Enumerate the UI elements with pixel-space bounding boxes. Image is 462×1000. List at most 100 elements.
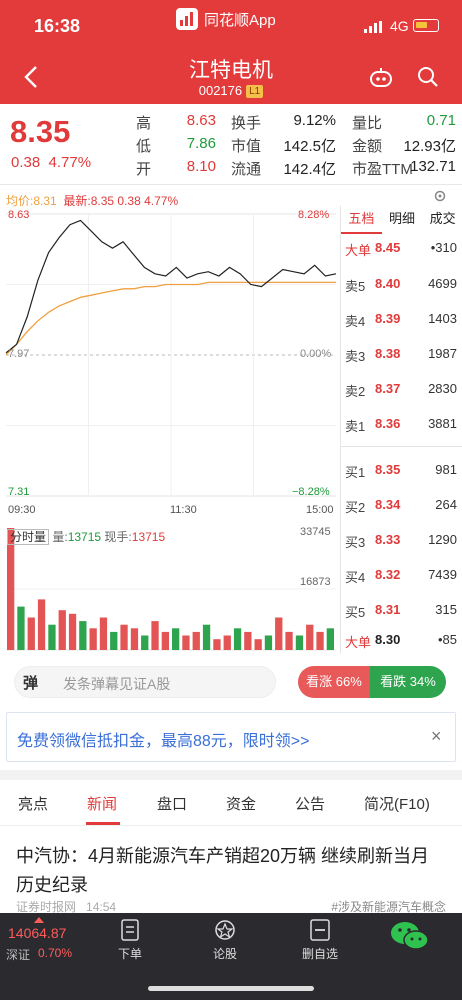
order-price: 8.33	[375, 532, 401, 547]
news-item[interactable]: 中汽协：4月新能源汽车产销超20万辆 继续刷新当月历史纪录 证券时报网 14:5…	[0, 836, 462, 916]
battery-icon	[413, 19, 439, 32]
discuss-button[interactable]: 论股	[195, 917, 255, 962]
bid-row[interactable]: 买4 8.32 7439	[345, 567, 461, 587]
tab-details[interactable]: 明细	[389, 211, 416, 226]
stock-name: 江特电机	[189, 59, 273, 82]
volume-bar	[58, 610, 66, 650]
back-icon[interactable]	[22, 64, 42, 90]
quote-label: 流通	[231, 161, 262, 178]
order-price: 8.32	[375, 567, 401, 582]
ask-row[interactable]: 卖2 8.37 2830	[345, 381, 461, 401]
app-logo-icon	[176, 8, 198, 30]
order-label: 卖4	[345, 314, 366, 329]
tab-profile[interactable]: 简况(F10)	[364, 796, 430, 813]
volume-bar	[202, 624, 211, 650]
tab-capital[interactable]: 资金	[226, 796, 257, 813]
axis-bottom-pct: −8.28%	[292, 486, 330, 498]
volume-bar	[213, 639, 221, 650]
order-label: 大单	[345, 635, 372, 650]
bid-row[interactable]: 买1 8.35 981	[345, 462, 461, 482]
volume-bar	[161, 631, 169, 650]
danmaku-icon: 弹	[23, 675, 39, 692]
tab-five-levels[interactable]: 五档	[341, 206, 382, 234]
bid-row[interactable]: 买5 8.31 315	[345, 602, 461, 622]
stock-code: 002176	[198, 83, 243, 98]
volume-bar	[151, 621, 159, 650]
app-name: 同花顺App	[204, 11, 276, 29]
axis-mid-price: 7.97	[8, 348, 30, 360]
tab-market[interactable]: 盘口	[157, 796, 188, 813]
axis-bottom-price: 7.31	[8, 486, 30, 498]
bid-row[interactable]: 买3 8.33 1290	[345, 532, 461, 552]
tab-volume[interactable]: 分时量	[7, 529, 50, 545]
order-label: 卖5	[345, 279, 366, 294]
tab-news[interactable]: 新闻	[87, 796, 118, 813]
quote-value: 142.5亿	[283, 138, 336, 155]
promo-text: 免费领微信抵扣金，最高88元，限时领>>	[17, 733, 310, 750]
promo-banner[interactable]: 免费领微信抵扣金，最高88元，限时领>> ×	[6, 712, 456, 762]
tab-highlights[interactable]: 亮点	[18, 796, 49, 813]
news-tag[interactable]: #涉及新能源汽车概念	[331, 900, 446, 914]
ask-row[interactable]: 卖1 8.36 3881	[345, 416, 461, 436]
order-price: 8.40	[375, 276, 401, 291]
order-icon	[121, 919, 139, 941]
active-tab-indicator	[86, 822, 120, 825]
robot-assistant-icon[interactable]	[368, 66, 394, 88]
news-tabs: 亮点 新闻 盘口 资金 公告 简况(F10)	[0, 780, 462, 826]
quote-value: 142.4亿	[283, 161, 336, 178]
order-book-tabs: 五档 明细 成交	[341, 206, 462, 234]
network-type: 4G	[390, 18, 409, 34]
big-order-bottom[interactable]: 大单 8.30 •85	[345, 632, 461, 652]
ask-row[interactable]: 卖4 8.39 1403	[345, 311, 461, 331]
tab-announcements[interactable]: 公告	[295, 796, 326, 813]
quote-label: 高	[136, 115, 152, 132]
order-price: 8.39	[375, 311, 401, 326]
order-button[interactable]: 下单	[100, 917, 160, 962]
stock-code-row: 002176 L1	[0, 83, 462, 98]
volume-bar	[48, 624, 56, 650]
danmaku-input[interactable]: 弹 发条弹幕见证A股	[14, 666, 276, 698]
index-value[interactable]: 14064.87	[8, 925, 67, 941]
order-label: 卖1	[345, 419, 366, 434]
ask-row[interactable]: 卖5 8.40 4699	[345, 276, 461, 296]
volume-bar	[172, 628, 180, 650]
danmaku-row: 弹 发条弹幕见证A股 看涨 66% 看跌 34%	[0, 654, 462, 710]
order-volume: •310	[430, 240, 457, 255]
status-bar: 16:38 同花顺App 4G	[0, 0, 462, 50]
bid-row[interactable]: 买2 8.34 264	[345, 497, 461, 517]
volume-bar	[89, 628, 97, 650]
index-pct: 0.70%	[38, 946, 73, 960]
search-icon[interactable]	[417, 66, 439, 88]
discuss-icon	[215, 920, 235, 940]
intraday-chart[interactable]: 均价:8.31 最新:8.35 0.38 4.77% 8.63 8.28% 7.…	[0, 184, 462, 654]
volume-bar	[182, 635, 190, 650]
axis-top-price: 8.63	[8, 209, 30, 221]
ask-row[interactable]: 卖3 8.38 1987	[345, 346, 461, 366]
gear-icon[interactable]	[433, 189, 447, 203]
order-label: 卖3	[345, 349, 366, 364]
chart-legend: 均价:8.31 最新:8.35 0.38 4.77%	[6, 194, 179, 208]
quote-value: 132.71	[410, 158, 456, 175]
volume-bar	[68, 613, 77, 650]
app-badge[interactable]: 同花顺App	[176, 8, 276, 30]
close-icon[interactable]: ×	[431, 726, 442, 746]
tab-trades[interactable]: 成交	[429, 211, 456, 226]
index-up-arrow-icon	[34, 917, 44, 923]
wechat-share-icon[interactable]	[388, 918, 432, 954]
latest-price-line	[5, 219, 337, 354]
volume-bar	[285, 631, 293, 650]
bullish-vote-button[interactable]: 看涨 66%	[298, 666, 370, 698]
big-order-top[interactable]: 大单 8.45 •310	[345, 240, 461, 260]
order-price: 8.31	[375, 602, 401, 617]
remove-watchlist-button[interactable]: 删自选	[290, 917, 350, 962]
level-badge: L1	[246, 85, 264, 98]
bearish-vote-button[interactable]: 看跌 34%	[370, 666, 446, 698]
volume-bar	[27, 617, 35, 650]
axis-time-end: 15:00	[306, 504, 334, 516]
volume-bar	[120, 624, 128, 650]
order-volume: •85	[437, 632, 457, 647]
order-label: 卖2	[345, 384, 366, 399]
price-line-chart	[5, 213, 337, 497]
order-volume: 2830	[428, 381, 457, 396]
volume-bar	[264, 635, 273, 650]
